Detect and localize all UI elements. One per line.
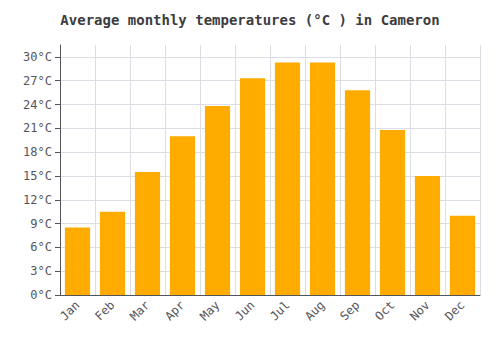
svg-text:0°C: 0°C bbox=[30, 288, 52, 302]
svg-text:Feb: Feb bbox=[92, 298, 117, 323]
svg-text:Aug: Aug bbox=[302, 298, 327, 323]
svg-text:30°C: 30°C bbox=[23, 50, 52, 64]
svg-text:21°C: 21°C bbox=[23, 121, 52, 135]
svg-text:Apr: Apr bbox=[162, 298, 187, 323]
svg-text:Jun: Jun bbox=[232, 298, 257, 323]
svg-text:Dec: Dec bbox=[442, 298, 467, 323]
svg-text:Nov: Nov bbox=[407, 298, 432, 323]
svg-text:Mar: Mar bbox=[127, 298, 152, 323]
svg-text:18°C: 18°C bbox=[23, 145, 52, 159]
svg-text:Oct: Oct bbox=[372, 298, 397, 323]
svg-text:3°C: 3°C bbox=[30, 264, 52, 278]
svg-text:Average monthly temperatures (: Average monthly temperatures (°C ) in Ca… bbox=[60, 12, 439, 28]
svg-text:Jul: Jul bbox=[267, 298, 292, 323]
svg-text:9°C: 9°C bbox=[30, 217, 52, 231]
svg-text:27°C: 27°C bbox=[23, 74, 52, 88]
svg-text:15°C: 15°C bbox=[23, 169, 52, 183]
svg-text:Jan: Jan bbox=[57, 298, 82, 323]
svg-text:24°C: 24°C bbox=[23, 98, 52, 112]
svg-text:12°C: 12°C bbox=[23, 193, 52, 207]
svg-text:6°C: 6°C bbox=[30, 240, 52, 254]
svg-text:Sep: Sep bbox=[337, 298, 362, 323]
svg-text:May: May bbox=[197, 298, 222, 323]
